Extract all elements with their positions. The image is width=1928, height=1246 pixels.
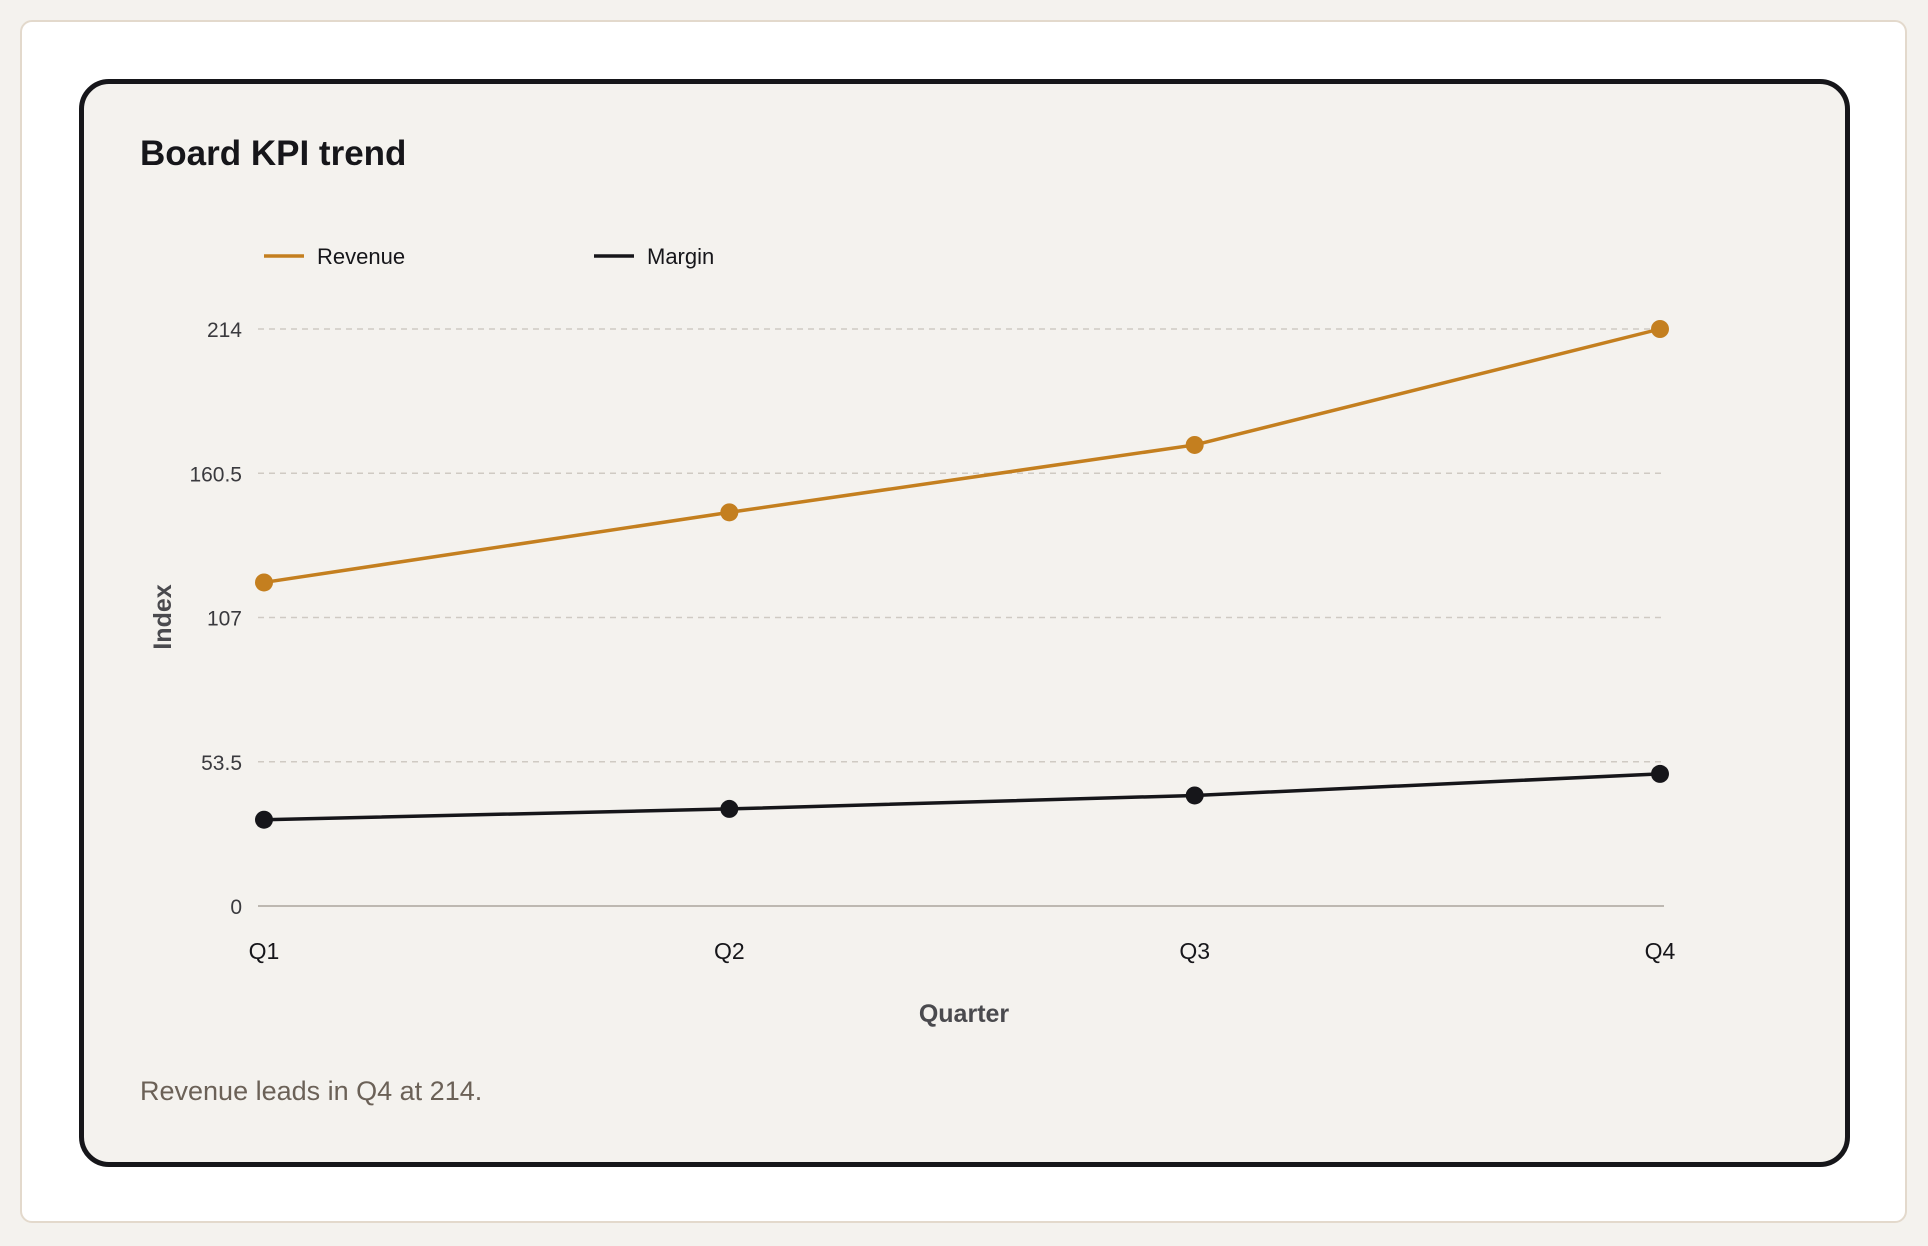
x-axis-title: Quarter <box>919 1000 1010 1028</box>
legend-label: Revenue <box>317 244 405 269</box>
data-point-revenue[interactable] <box>1185 435 1204 454</box>
data-point-revenue[interactable] <box>720 503 739 522</box>
data-point-margin[interactable] <box>1651 764 1669 783</box>
y-tick-label: 53.5 <box>201 752 242 775</box>
series-lines <box>255 320 1669 829</box>
x-tick-label: Q1 <box>249 938 280 964</box>
legend-item-margin[interactable]: Margin <box>594 244 714 269</box>
chart-title: Board KPI trend <box>140 134 407 173</box>
x-tick-label: Q3 <box>1179 938 1210 964</box>
chart-card <box>79 79 1850 1167</box>
data-point-revenue[interactable] <box>1651 320 1669 338</box>
x-axis-ticks: Q1 Q2 Q3 Q4 <box>249 938 1676 964</box>
y-axis-ticks: 0 53.5 107 160.5 214 <box>189 319 242 919</box>
y-axis-title: Index <box>149 584 177 649</box>
data-point-margin[interactable] <box>255 810 273 829</box>
series-line-margin <box>262 772 1662 822</box>
legend-item-revenue[interactable]: Revenue <box>264 244 405 269</box>
legend: Revenue Margin <box>264 244 714 269</box>
data-point-margin[interactable] <box>1185 786 1204 805</box>
x-tick-label: Q2 <box>714 938 745 964</box>
y-tick-label: 107 <box>207 608 242 631</box>
series-line-revenue <box>262 327 1662 585</box>
y-tick-label: 160.5 <box>189 463 242 486</box>
x-tick-label: Q4 <box>1645 938 1676 964</box>
y-tick-label: 0 <box>230 896 242 919</box>
legend-label: Margin <box>647 244 714 269</box>
gridlines <box>258 328 1664 907</box>
y-tick-label: 214 <box>207 319 242 342</box>
data-point-margin[interactable] <box>720 799 739 818</box>
chart-caption: Revenue leads in Q4 at 214. <box>140 1076 483 1106</box>
data-point-revenue[interactable] <box>255 573 273 592</box>
